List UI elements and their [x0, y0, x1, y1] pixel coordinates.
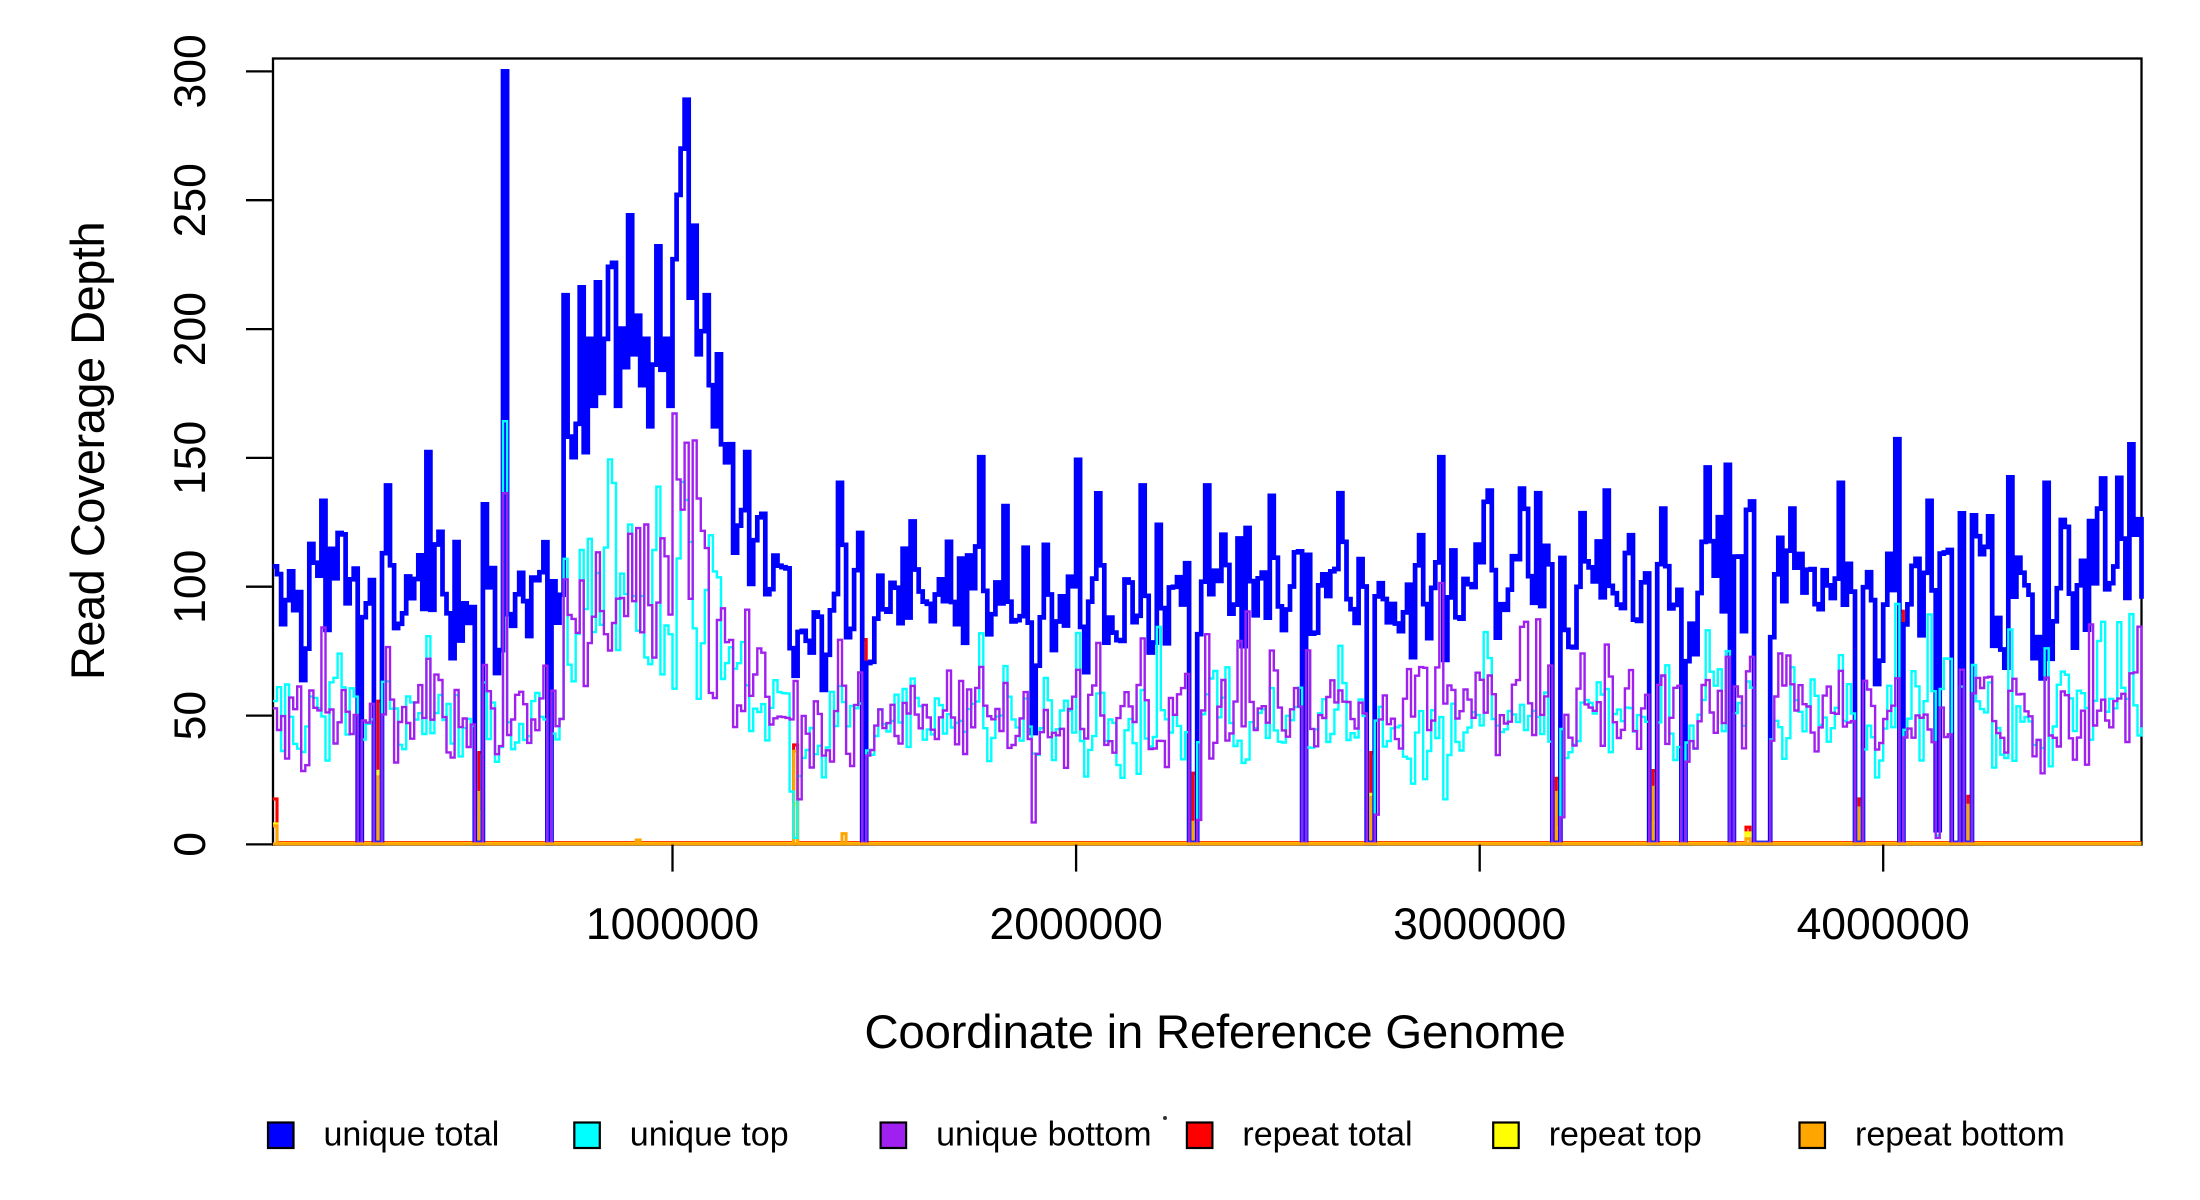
svg-text:50: 50 [166, 691, 215, 741]
svg-text:unique top: unique top [630, 1116, 789, 1154]
svg-text:2000000: 2000000 [989, 900, 1162, 949]
svg-text:0: 0 [166, 832, 215, 857]
svg-text:repeat top: repeat top [1549, 1116, 1702, 1154]
svg-text:repeat bottom: repeat bottom [1855, 1116, 2065, 1154]
svg-text:Read Coverage Depth: Read Coverage Depth [61, 222, 114, 680]
svg-text:unique total: unique total [324, 1116, 500, 1154]
svg-text:unique bottom: unique bottom [936, 1116, 1152, 1154]
svg-text:200: 200 [166, 292, 215, 366]
svg-text:150: 150 [166, 421, 215, 495]
svg-text:100: 100 [166, 550, 215, 624]
svg-text:4000000: 4000000 [1797, 900, 1970, 949]
svg-text:250: 250 [166, 163, 215, 237]
svg-text:1000000: 1000000 [586, 900, 759, 949]
svg-text:Coordinate in Reference Genome: Coordinate in Reference Genome [864, 1006, 1565, 1059]
svg-text:300: 300 [166, 34, 215, 108]
svg-text:repeat total: repeat total [1242, 1116, 1412, 1154]
svg-text:3000000: 3000000 [1393, 900, 1566, 949]
